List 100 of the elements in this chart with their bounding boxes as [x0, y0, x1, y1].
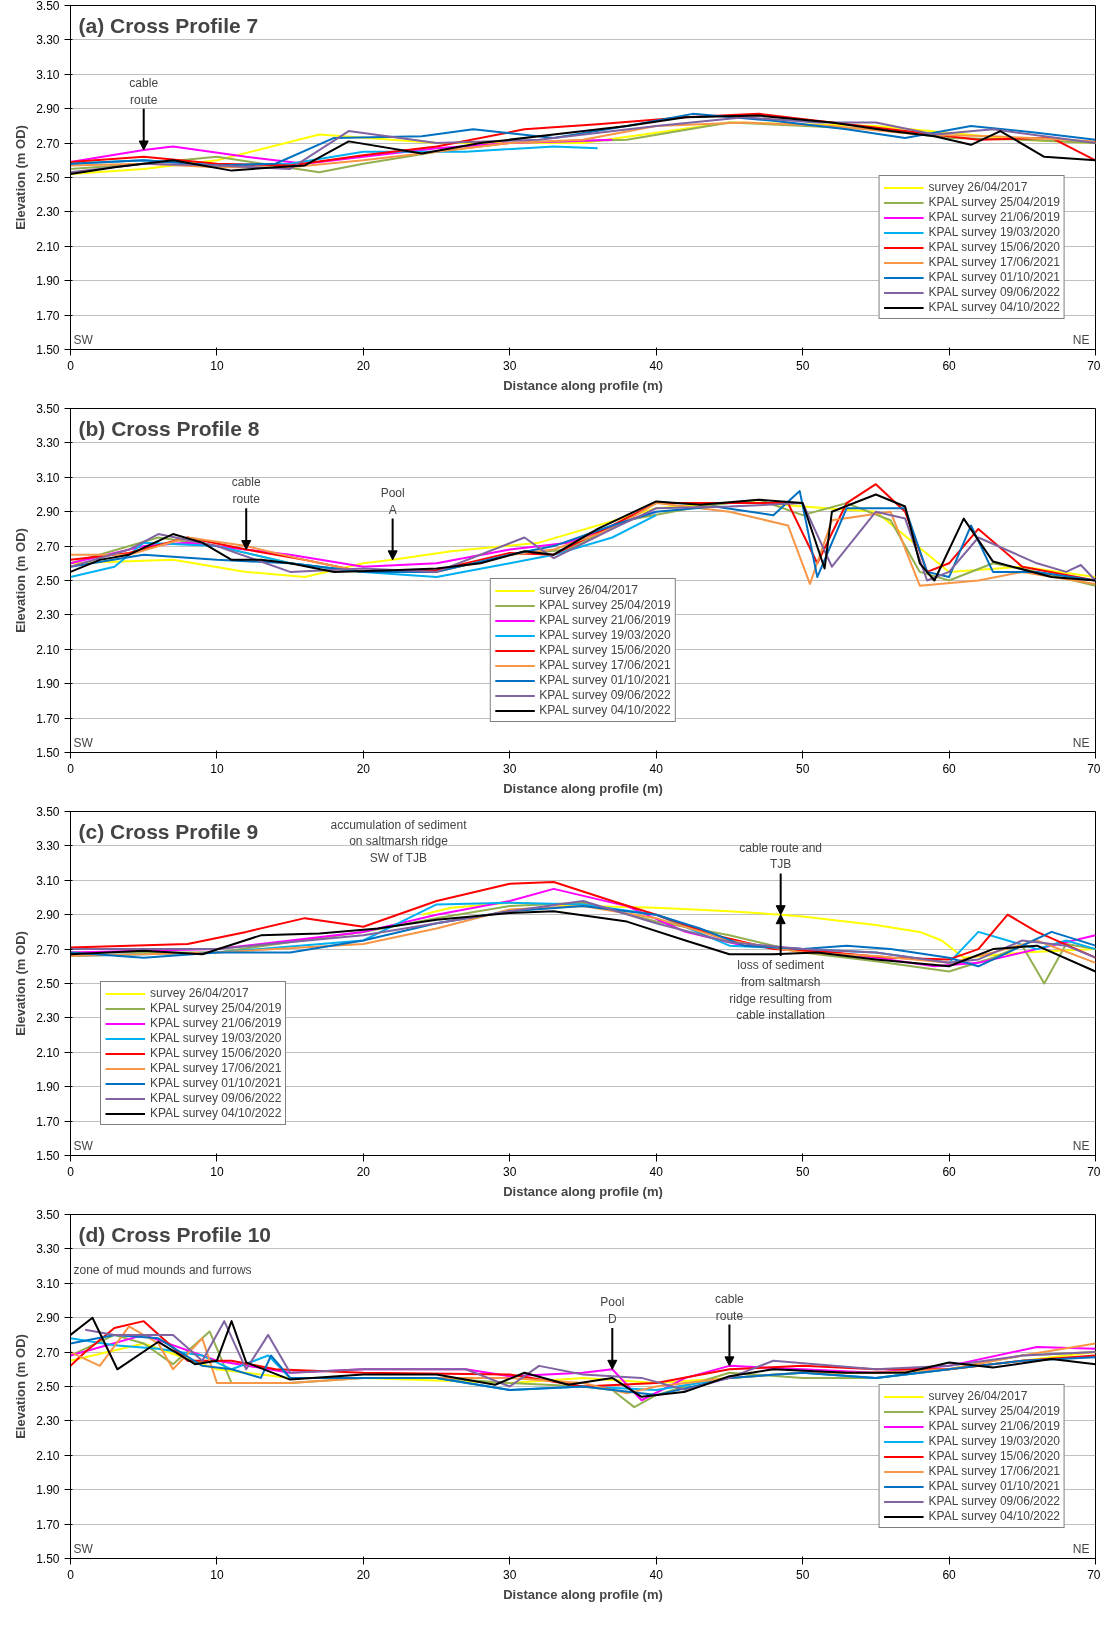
legend-label: KPAL survey 17/06/2021: [539, 658, 671, 672]
legend-label: survey 26/04/2017: [150, 986, 249, 1000]
x-tick-label: 0: [67, 1567, 75, 1582]
y-tick-label: 3.30: [36, 839, 60, 854]
legend-label: survey 26/04/2017: [539, 583, 639, 597]
x-tick-label: 50: [795, 1164, 810, 1179]
y-tick-label: 2.50: [36, 977, 60, 991]
x-tick-label: 30: [503, 1164, 517, 1179]
x-tick-label: 60: [942, 358, 957, 373]
legend-label: KPAL survey 19/03/2020: [928, 225, 1060, 239]
legend-label: KPAL survey 04/10/2022: [539, 703, 671, 717]
x-tick-label: 10: [210, 1567, 224, 1582]
x-tick-label: 0: [67, 761, 75, 776]
annotation: zone of mud mounds and furrows: [73, 1262, 252, 1277]
y-tick-label: 2.70: [36, 1345, 60, 1360]
x-tick-label: 0: [67, 1164, 75, 1179]
y-tick-label: 2.10: [36, 1045, 60, 1060]
y-tick-label: 3.10: [36, 1276, 60, 1291]
y-tick-label: 3.50: [36, 805, 60, 819]
legend-label: KPAL survey 25/04/2019: [928, 195, 1060, 209]
y-tick-label: 1.70: [36, 711, 60, 726]
legend-label: KPAL survey 01/10/2021: [150, 1076, 282, 1090]
x-tick-label: 40: [649, 761, 664, 776]
y-tick-label: 1.70: [36, 308, 60, 323]
legend-label: KPAL survey 09/06/2022: [928, 285, 1060, 299]
x-tick-label: 70: [1087, 358, 1101, 373]
x-tick-label: 40: [649, 1164, 664, 1179]
x-tick-label: 70: [1087, 1164, 1101, 1179]
y-tick-label: 3.30: [36, 436, 60, 451]
y-tick-label: 2.30: [36, 608, 60, 623]
y-tick-label: 2.10: [36, 239, 60, 254]
x-tick-label: 70: [1087, 761, 1101, 776]
x-tick-label: 60: [942, 1567, 957, 1582]
legend-label: survey 26/04/2017: [928, 180, 1028, 194]
legend-label: KPAL survey 17/06/2021: [150, 1061, 282, 1075]
chart-title: (b) Cross Profile 8: [78, 416, 260, 440]
y-axis-title: Elevation (m OD): [13, 931, 29, 1036]
y-tick-label: 2.90: [36, 908, 60, 923]
y-tick-label: 2.10: [36, 1448, 60, 1463]
legend-label: KPAL survey 19/03/2020: [539, 628, 671, 642]
y-tick-label: 1.70: [36, 1114, 60, 1129]
annotation: NE: [1072, 1138, 1090, 1153]
x-tick-label: 30: [503, 358, 517, 373]
y-tick-label: 1.50: [36, 746, 60, 760]
x-axis-title: Distance along profile (m): [503, 780, 663, 796]
legend-label: KPAL survey 25/04/2019: [539, 598, 671, 612]
annotation: SW: [73, 332, 94, 347]
y-tick-label: 2.70: [36, 136, 60, 151]
annotation: NE: [1072, 735, 1090, 750]
y-tick-label: 1.90: [36, 1483, 60, 1498]
legend-label: KPAL survey 15/06/2020: [928, 240, 1060, 254]
y-tick-label: 3.30: [36, 1242, 60, 1257]
x-tick-label: 0: [67, 358, 75, 373]
y-tick-label: 1.50: [36, 343, 60, 357]
y-tick-label: 3.50: [36, 1208, 60, 1222]
legend-label: KPAL survey 09/06/2022: [150, 1091, 282, 1105]
y-tick-label: 3.10: [36, 873, 60, 888]
y-tick-label: 2.10: [36, 642, 60, 657]
y-tick-label: 3.10: [36, 67, 60, 82]
y-tick-label: 1.90: [36, 677, 60, 692]
legend-label: survey 26/04/2017: [928, 1389, 1028, 1403]
x-tick-label: 20: [356, 761, 371, 776]
y-tick-label: 3.50: [36, 0, 60, 13]
legend-label: KPAL survey 19/03/2020: [928, 1434, 1060, 1448]
chart-title: (d) Cross Profile 10: [78, 1222, 272, 1246]
legend-label: KPAL survey 21/06/2019: [539, 613, 671, 627]
x-tick-label: 40: [649, 1567, 664, 1582]
legend-label: KPAL survey 01/10/2021: [928, 270, 1060, 284]
y-tick-label: 3.30: [36, 33, 60, 48]
annotation: SW: [73, 1138, 94, 1153]
annotation: loss of sediment from saltmarsh ridge resulting from cable installation: [729, 957, 833, 1023]
annotation: cable route: [231, 475, 261, 507]
legend-label: KPAL survey 19/03/2020: [150, 1031, 282, 1045]
legend-label: KPAL survey 09/06/2022: [928, 1494, 1060, 1508]
y-tick-label: 1.90: [36, 274, 60, 289]
x-tick-label: 50: [795, 1567, 810, 1582]
annotation: cable route: [715, 1291, 745, 1323]
legend-label: KPAL survey 09/06/2022: [539, 688, 671, 702]
y-tick-label: 2.50: [36, 171, 60, 185]
x-tick-label: 60: [942, 761, 957, 776]
legend-label: KPAL survey 17/06/2021: [928, 255, 1060, 269]
x-tick-label: 40: [649, 358, 664, 373]
annotation: Pool A: [380, 485, 405, 517]
y-axis-title: Elevation (m OD): [13, 125, 29, 230]
y-tick-label: 3.10: [36, 470, 60, 485]
chart-title: (a) Cross Profile 7: [78, 13, 259, 37]
legend-label: KPAL survey 01/10/2021: [539, 673, 671, 687]
y-tick-label: 2.90: [36, 102, 60, 117]
legend-label: KPAL survey 15/06/2020: [928, 1449, 1060, 1463]
annotation: SW: [73, 735, 94, 750]
legend-label: KPAL survey 15/06/2020: [539, 643, 671, 657]
legend-label: KPAL survey 15/06/2020: [150, 1046, 282, 1060]
x-axis-title: Distance along profile (m): [503, 377, 663, 393]
y-axis-title: Elevation (m OD): [13, 528, 29, 633]
x-tick-label: 60: [942, 1164, 957, 1179]
y-tick-label: 2.90: [36, 505, 60, 520]
y-tick-label: 2.30: [36, 1414, 60, 1429]
legend-label: KPAL survey 21/06/2019: [928, 1419, 1060, 1433]
legend-label: KPAL survey 17/06/2021: [928, 1464, 1060, 1478]
x-tick-label: 20: [356, 358, 371, 373]
